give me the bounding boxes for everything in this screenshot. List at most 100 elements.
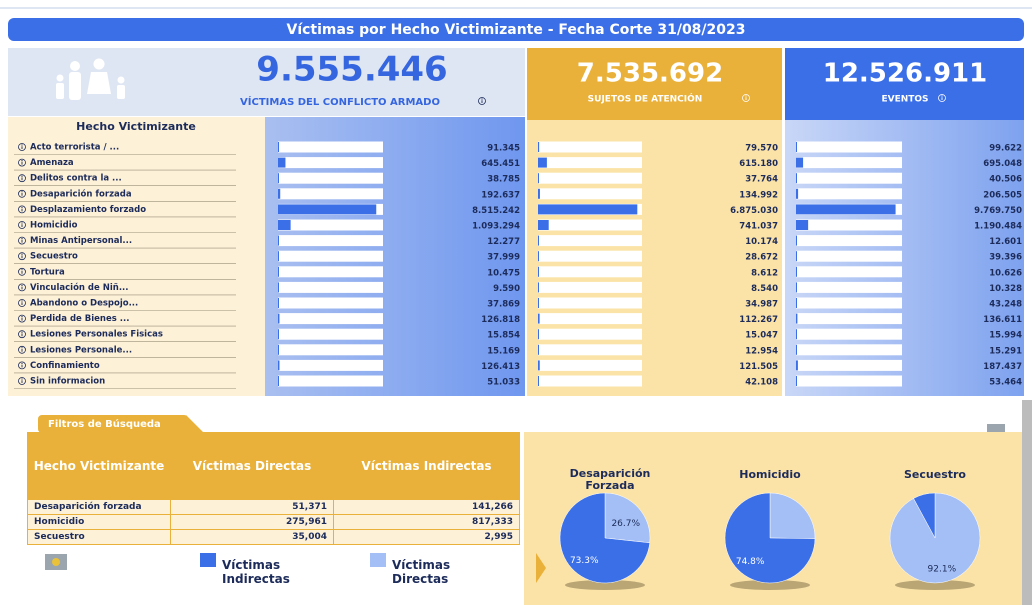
bar-track	[278, 266, 383, 278]
info-icon	[745, 95, 747, 97]
value-label: 134.992	[739, 190, 778, 200]
bar-track	[278, 375, 383, 387]
bar-track	[538, 359, 642, 371]
info-icon	[742, 94, 750, 102]
value-label: 10.328	[989, 284, 1022, 294]
kpi-panel	[785, 48, 1024, 120]
bar-track	[538, 219, 642, 231]
info-icon	[18, 314, 26, 323]
pie-slice	[604, 492, 651, 544]
value-label: 112.267	[739, 315, 778, 325]
bar	[538, 282, 539, 293]
pie-title: Secuestro	[904, 468, 966, 481]
bar	[538, 344, 539, 355]
bar-track	[278, 281, 383, 293]
info-icon	[21, 144, 23, 146]
category-label: Desplazamiento forzado	[30, 205, 146, 215]
bar-track	[538, 375, 642, 387]
bar	[278, 313, 280, 324]
bar	[796, 266, 797, 277]
pie-slice	[769, 492, 816, 539]
info-icon	[21, 238, 23, 240]
value-label: 136.611	[983, 315, 1022, 325]
bar	[796, 173, 797, 184]
value-label: 121.505	[739, 362, 778, 372]
bar	[278, 204, 377, 215]
top-rule	[0, 7, 1032, 9]
tab-corner	[186, 415, 204, 433]
bar	[278, 298, 279, 308]
bar-track	[538, 297, 642, 309]
value-label: 37.869	[487, 300, 520, 310]
bar-track	[796, 250, 902, 262]
value-label: 38.785	[487, 175, 520, 185]
value-label: 43.248	[989, 300, 1022, 310]
value-label: 37.999	[487, 253, 520, 263]
bar-track	[538, 266, 642, 278]
td: Secuestro	[27, 529, 171, 545]
category-header: Hecho Victimizante	[76, 120, 196, 133]
td: 2,995	[333, 529, 520, 545]
info-icon	[21, 284, 23, 286]
pie-shadow	[565, 580, 645, 590]
bar	[796, 188, 799, 199]
kpi-value: 7.535.692	[577, 59, 723, 89]
bar-track	[278, 235, 383, 247]
category-label: Vinculación de Niñ...	[30, 282, 129, 293]
bar	[278, 157, 286, 168]
bar-track	[796, 235, 902, 247]
family-icon	[56, 58, 125, 100]
pie-title: Desaparición Forzada	[569, 467, 651, 492]
category-label: Lesiones Personale...	[30, 345, 132, 355]
pie-label: 26.7%	[611, 519, 640, 529]
info-icon	[18, 205, 26, 214]
bar	[278, 329, 279, 340]
th: Víctimas Directas	[170, 432, 334, 500]
bar-track	[278, 141, 383, 153]
filter-table: Hecho Victimizante Víctimas Directas Vícti…	[27, 432, 520, 545]
pie-title: Homicidio	[739, 468, 801, 481]
info-icon	[21, 160, 23, 162]
value-label: 8.540	[751, 284, 778, 294]
value-label: 51.033	[487, 378, 520, 388]
info-icon	[18, 143, 26, 151]
value-label: 15.994	[989, 331, 1022, 341]
td: 275,961	[170, 514, 334, 530]
bar	[278, 235, 279, 246]
bar	[796, 329, 797, 340]
bar-track	[278, 188, 383, 200]
value-label: 12.277	[487, 237, 520, 247]
value-label: 15.047	[745, 331, 778, 341]
value-label: 9.590	[493, 284, 520, 294]
kpi-label: EVENTOS	[881, 95, 928, 105]
value-label: 91.345	[487, 144, 520, 154]
category-label: Abandono o Despojo...	[30, 299, 138, 309]
bar	[278, 173, 279, 184]
value-label: 15.169	[487, 346, 520, 356]
info-icon	[18, 299, 26, 307]
bar-track	[538, 281, 642, 293]
bar-track	[796, 328, 902, 340]
bar	[538, 173, 539, 184]
bar	[796, 313, 798, 324]
kpi-value: 9.555.446	[256, 50, 447, 90]
pie-label: 73.3%	[570, 556, 599, 566]
bar	[278, 282, 279, 293]
bar	[278, 220, 291, 230]
tab-label: Filtros de Búsqueda	[48, 418, 161, 430]
value-label: 10.475	[487, 268, 520, 278]
info-icon	[21, 378, 23, 380]
td: 817,333	[333, 514, 520, 530]
info-icon	[941, 95, 943, 97]
bar	[796, 157, 804, 168]
bar-track	[278, 344, 383, 356]
info-icon	[18, 377, 26, 385]
value-label: 1.093.294	[472, 222, 520, 232]
category-label: Acto terrorista / ...	[30, 143, 119, 153]
pie-slice	[724, 492, 816, 584]
bar-track	[796, 297, 902, 309]
pie-label: 92.1%	[928, 565, 957, 575]
info-icon	[18, 189, 26, 198]
bar-track	[278, 359, 383, 371]
